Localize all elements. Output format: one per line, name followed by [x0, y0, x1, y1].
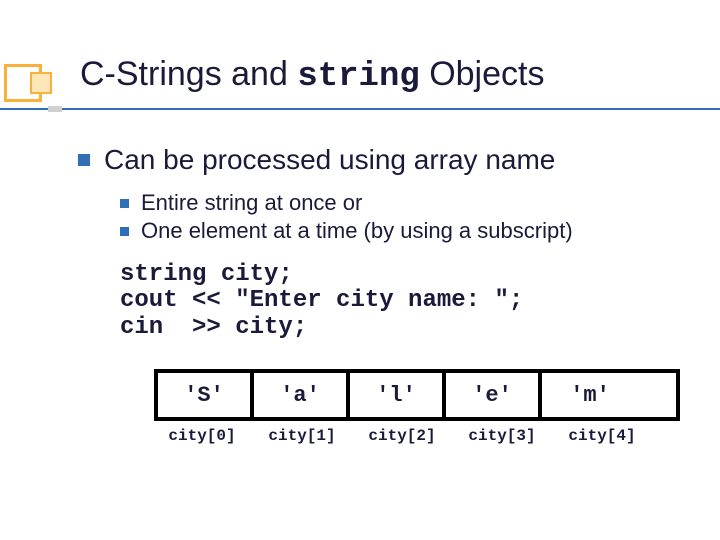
- array-diagram: 'S' 'a' 'l' 'e' 'm' city[0] city[1] city…: [78, 369, 680, 445]
- sub-bullet-text: Entire string at once or: [141, 190, 362, 216]
- title-underline: [0, 108, 720, 110]
- array-index-label: city[1]: [254, 427, 350, 445]
- bullet-square-icon: [78, 154, 90, 166]
- slide-title: C-Strings and string Objects: [80, 55, 720, 96]
- title-part2: Objects: [420, 55, 545, 93]
- array-cell: 'S': [158, 373, 254, 417]
- main-bullet-text: Can be processed using array name: [104, 144, 555, 176]
- code-block: string city; cout << "Enter city name: "…: [78, 262, 680, 341]
- array-cell: 'e': [446, 373, 542, 417]
- sub-bullet: One element at a time (by using a subscr…: [120, 218, 680, 244]
- bullet-square-icon: [120, 199, 129, 208]
- array-index-label: city[0]: [154, 427, 250, 445]
- title-region: C-Strings and string Objects: [0, 0, 720, 114]
- title-decoration: [0, 62, 64, 102]
- array-cells-row: 'S' 'a' 'l' 'e' 'm': [154, 369, 680, 421]
- title-mono: string: [297, 58, 419, 96]
- code-line: cout << "Enter city name: ";: [120, 288, 680, 314]
- array-cell: 'a': [254, 373, 350, 417]
- array-cell: 'l': [350, 373, 446, 417]
- array-cell: 'm': [542, 373, 638, 417]
- title-part1: C-Strings and: [80, 55, 297, 93]
- sub-bullet-text: One element at a time (by using a subscr…: [141, 218, 573, 244]
- sub-bullet-list: Entire string at once or One element at …: [78, 190, 680, 244]
- array-index-label: city[2]: [354, 427, 450, 445]
- array-index-label: city[3]: [454, 427, 550, 445]
- sub-bullet: Entire string at once or: [120, 190, 680, 216]
- array-labels-row: city[0] city[1] city[2] city[3] city[4]: [154, 427, 680, 445]
- code-line: string city;: [120, 262, 680, 288]
- bullet-square-icon: [120, 227, 129, 236]
- main-bullet: Can be processed using array name: [78, 144, 680, 176]
- code-line: cin >> city;: [120, 315, 680, 341]
- array-index-label: city[4]: [554, 427, 650, 445]
- content-region: Can be processed using array name Entire…: [0, 114, 720, 445]
